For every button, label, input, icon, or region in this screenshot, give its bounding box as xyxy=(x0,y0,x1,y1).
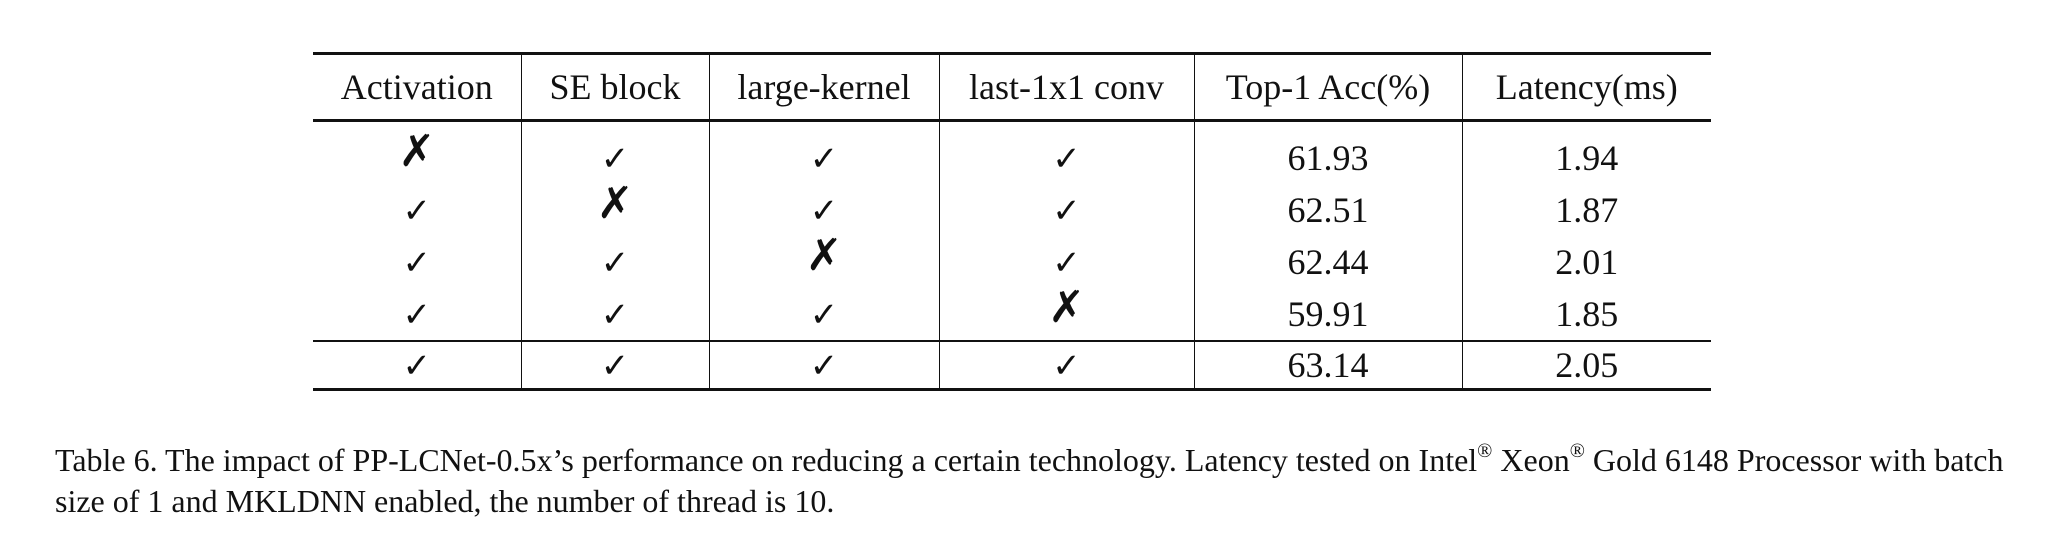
large-kernel-mark: ✓ xyxy=(809,193,839,230)
large-kernel-mark: ✓ xyxy=(809,141,839,178)
top1-acc-cell: 62.44 xyxy=(1193,236,1462,288)
se-block-mark: ✓ xyxy=(600,348,630,385)
caption-text-part3: Gold 6148 Processor with batch size of 1… xyxy=(55,442,2004,519)
latency-cell: 2.05 xyxy=(1461,341,1711,390)
table-row: ✗ ✓ ✓ ✓ 61.93 1.94 xyxy=(313,120,1711,185)
column-header-large-kernel: large-kernel xyxy=(708,53,939,121)
column-header-se-block: SE block xyxy=(520,53,709,121)
latency-cell: 1.85 xyxy=(1461,288,1711,341)
large-kernel-mark: ✓ xyxy=(809,297,839,334)
ablation-table: Activation SE block large-kernel last-1x… xyxy=(313,52,1711,391)
large-kernel-cell: ✓ xyxy=(708,120,939,184)
top1-acc-cell: 62.51 xyxy=(1193,184,1462,236)
se-block-cell: ✗ xyxy=(520,177,709,236)
large-kernel-cell: ✓ xyxy=(708,341,939,390)
large-kernel-cell: ✓ xyxy=(708,184,939,236)
activation-cell: ✓ xyxy=(313,236,521,288)
column-header-top1-acc: Top-1 Acc(%) xyxy=(1193,53,1462,121)
se-block-mark: ✓ xyxy=(600,297,630,334)
large-kernel-cell: ✓ xyxy=(708,288,939,341)
registered-mark: ® xyxy=(1569,440,1585,462)
caption-text-part2: Xeon xyxy=(1492,442,1570,478)
table-row-full-model: ✓ ✓ ✓ ✓ 63.14 2.05 xyxy=(313,341,1711,390)
table-header: Activation SE block large-kernel last-1x… xyxy=(313,53,1711,121)
registered-mark: ® xyxy=(1477,440,1493,462)
caption-text-part1: Table 6. The impact of PP-LCNet-0.5x’s p… xyxy=(55,442,1478,478)
large-kernel-mark: ✗ xyxy=(805,229,843,281)
activation-mark: ✓ xyxy=(402,193,432,230)
activation-mark: ✓ xyxy=(402,297,432,334)
last-conv-mark: ✗ xyxy=(1048,281,1085,333)
last-conv-cell: ✓ xyxy=(938,236,1194,288)
se-block-mark: ✓ xyxy=(600,245,630,282)
last-conv-mark: ✓ xyxy=(1052,348,1081,385)
activation-cell: ✓ xyxy=(313,288,521,341)
top1-acc-cell: 59.91 xyxy=(1193,288,1462,341)
last-conv-mark: ✓ xyxy=(1052,193,1081,230)
activation-mark: ✗ xyxy=(398,125,436,177)
latency-cell: 1.94 xyxy=(1461,120,1711,184)
activation-mark: ✓ xyxy=(402,348,432,385)
top1-acc-cell: 61.93 xyxy=(1193,120,1462,184)
column-header-activation: Activation xyxy=(340,67,493,107)
activation-cell: ✓ xyxy=(313,341,521,390)
se-block-cell: ✓ xyxy=(520,341,709,390)
latency-cell: 2.01 xyxy=(1461,236,1711,288)
column-header-last-conv: last-1x1 conv xyxy=(938,53,1194,121)
table-row: ✓ ✗ ✓ ✓ 62.51 1.87 xyxy=(313,177,1711,236)
se-block-cell: ✓ xyxy=(520,236,709,288)
table-body: ✗ ✓ ✓ ✓ 61.93 1.94 ✓ ✗ ✓ ✓ 62.51 1.87 ✓ … xyxy=(313,120,1711,390)
activation-cell: ✓ xyxy=(313,184,521,236)
last-conv-cell: ✓ xyxy=(938,184,1194,236)
last-conv-cell: ✓ xyxy=(938,341,1194,390)
se-block-mark: ✓ xyxy=(600,141,630,178)
ablation-table-container: Activation SE block large-kernel last-1x… xyxy=(313,52,1711,391)
activation-mark: ✓ xyxy=(402,245,432,282)
table-row: ✓ ✓ ✗ ✓ 62.44 2.01 xyxy=(313,229,1711,288)
top1-acc-cell: 63.14 xyxy=(1193,341,1462,390)
latency-cell: 1.87 xyxy=(1461,184,1711,236)
se-block-cell: ✓ xyxy=(520,288,709,341)
table-caption: Table 6. The impact of PP-LCNet-0.5x’s p… xyxy=(55,440,2015,522)
column-header-latency: Latency(ms) xyxy=(1461,53,1711,121)
large-kernel-mark: ✓ xyxy=(809,348,839,385)
activation-cell: ✗ xyxy=(313,121,521,185)
header-row: Activation SE block large-kernel last-1x… xyxy=(313,53,1711,121)
last-conv-cell: ✗ xyxy=(938,281,1194,341)
last-conv-mark: ✓ xyxy=(1052,245,1081,282)
large-kernel-cell: ✗ xyxy=(708,229,939,288)
se-block-cell: ✓ xyxy=(520,120,709,184)
table-row: ✓ ✓ ✓ ✗ 59.91 1.85 xyxy=(313,281,1711,341)
last-conv-cell: ✓ xyxy=(938,120,1194,184)
last-conv-mark: ✓ xyxy=(1052,141,1081,178)
se-block-mark: ✗ xyxy=(596,177,634,229)
